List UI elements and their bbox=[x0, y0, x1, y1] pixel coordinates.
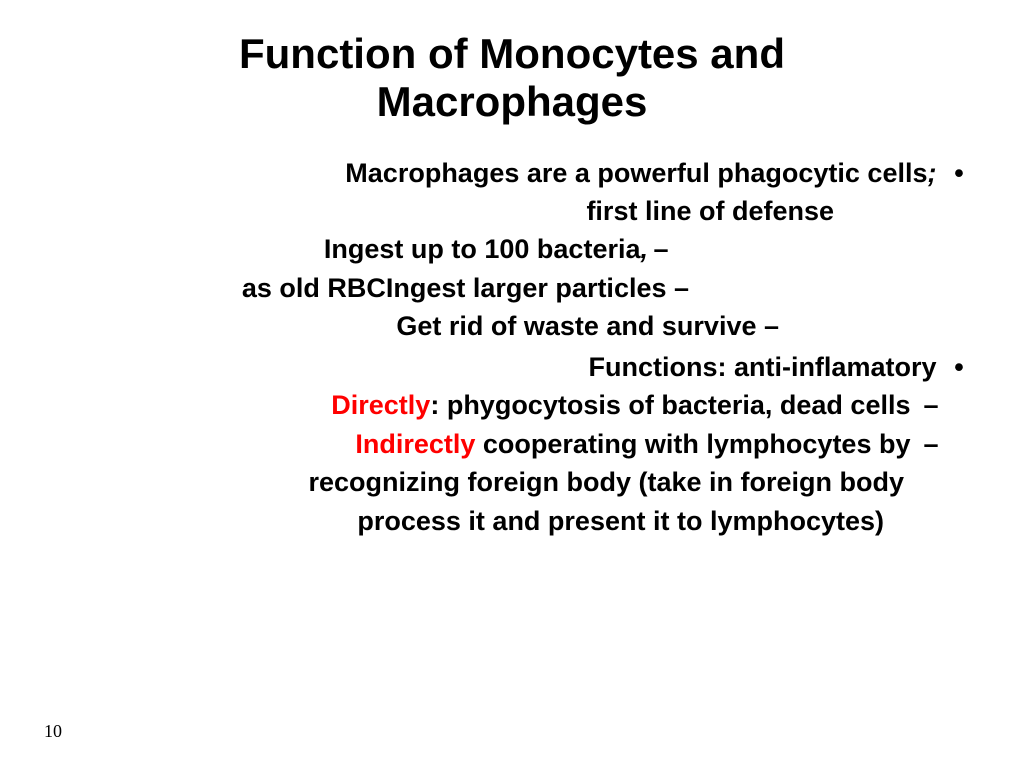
slide-title: Function of Monocytes and Macrophages bbox=[40, 30, 984, 127]
b2-sub-2-l3: process it and present it to lymphocytes… bbox=[40, 503, 984, 539]
b2-sub-1: Directly: phygocytosis of bacteria, dead… bbox=[40, 387, 984, 423]
dash-icon: – bbox=[918, 426, 944, 462]
bullet-2: Functions: anti-inflamatory • bbox=[40, 349, 984, 385]
sub2-right: Ingest larger particles bbox=[386, 273, 674, 303]
b2s2-rest3: process it and present it to lymphocytes… bbox=[357, 506, 884, 536]
title-line-2: Macrophages bbox=[377, 78, 648, 125]
bullet-icon: • bbox=[944, 155, 974, 191]
b2s1-red: Directly bbox=[331, 390, 430, 420]
page-number: 10 bbox=[44, 721, 62, 742]
sub3-text: Get rid of waste and survive bbox=[396, 311, 764, 341]
b1-semi: ; bbox=[927, 158, 936, 188]
sub-2: as old RBCIngest larger particles – bbox=[40, 270, 984, 306]
b2s2-rest2: recognizing foreign body (take in foreig… bbox=[308, 467, 904, 497]
bullet-icon: • bbox=[944, 349, 974, 385]
b2-text: Functions: anti-inflamatory bbox=[588, 352, 936, 382]
sub-3: Get rid of waste and survive – bbox=[40, 308, 984, 344]
dash-icon: – bbox=[674, 270, 684, 306]
dash-icon: – bbox=[764, 308, 774, 344]
sub-1: Ingest up to 100 bacteria,– bbox=[40, 231, 984, 267]
b2-sub-2-l1: Indirectly cooperating with lymphocytes … bbox=[40, 426, 984, 462]
b1-text-2: first line of defense bbox=[586, 196, 834, 226]
b2-sub-2-l2: recognizing foreign body (take in foreig… bbox=[40, 464, 984, 500]
b2s1-rest: : phygocytosis of bacteria, dead cells bbox=[430, 390, 910, 420]
bullet-1-line-1: Macrophages are a powerful phagocytic ce… bbox=[40, 155, 984, 191]
b2s2-rest1: cooperating with lymphocytes by bbox=[475, 429, 910, 459]
sub1-text: Ingest up to 100 bacteria bbox=[324, 234, 641, 264]
dash-icon: – bbox=[918, 387, 944, 423]
sub2-left: as old RBC bbox=[242, 273, 386, 303]
sub1-comma: , bbox=[640, 234, 648, 264]
b1-text-1: Macrophages are a powerful phagocytic ce… bbox=[345, 158, 927, 188]
b2s2-red: Indirectly bbox=[355, 429, 475, 459]
dash-icon: – bbox=[648, 231, 674, 267]
slide-container: Function of Monocytes and Macrophages Ma… bbox=[0, 0, 1024, 768]
title-line-1: Function of Monocytes and bbox=[239, 30, 785, 77]
slide-body: Macrophages are a powerful phagocytic ce… bbox=[40, 155, 984, 539]
bullet-1-line-2: first line of defense bbox=[40, 193, 984, 229]
